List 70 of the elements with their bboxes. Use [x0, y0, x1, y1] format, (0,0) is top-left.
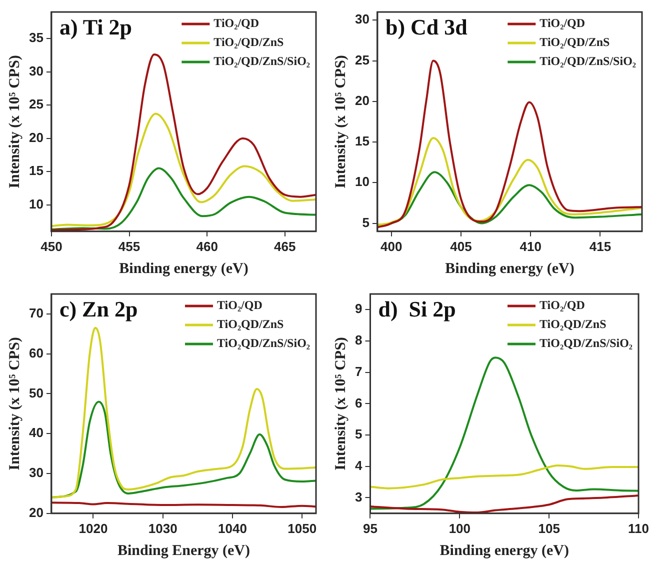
x-tick-label: 100 — [448, 520, 471, 536]
line-series — [51, 112, 316, 228]
y-axis-title: Intensity (x 10⁵ CPS) — [332, 337, 349, 470]
y-tick-label: 15 — [354, 134, 370, 149]
y-tick-label: 6 — [354, 395, 362, 410]
y-tick-label: 60 — [28, 345, 44, 360]
y-tick-label: 35 — [28, 30, 44, 46]
x-tick-label: 105 — [538, 520, 560, 536]
y-tick-label: 9 — [354, 301, 362, 316]
legend-label: TiO₂/QD — [214, 16, 260, 30]
x-tick-label: 110 — [628, 520, 650, 536]
y-tick-label: 30 — [354, 12, 370, 27]
x-tick-label: 1020 — [78, 520, 108, 536]
y-tick-label: 40 — [28, 425, 44, 440]
x-tick-label: 415 — [589, 238, 612, 254]
chart-title: d) Si 2p — [378, 296, 456, 322]
y-tick-label: 8 — [354, 332, 362, 348]
legend-label: TiO₂QD/ZnS/SiO₂ — [540, 336, 633, 350]
x-axis-title: Binding energy (eV) — [445, 260, 574, 277]
y-axis-title: Intensity (x 10⁵ CPS) — [6, 337, 23, 470]
x-tick-label: 450 — [40, 238, 62, 254]
line-series — [377, 136, 642, 226]
legend-label: TiO₂QD/ZnS — [540, 317, 607, 332]
x-tick-label: 1040 — [218, 520, 247, 536]
x-axis-title: Binding energy (eV) — [440, 542, 569, 559]
y-tick-label: 30 — [28, 465, 44, 480]
chart-title: c) Zn 2p — [59, 296, 138, 322]
y-axis-title: Intensity (x 10⁵ CPS) — [6, 55, 23, 188]
legend-label: TiO₂QD/ZnS — [216, 317, 284, 332]
y-tick-label: 7 — [354, 364, 362, 379]
legend-label: TiO₂/QD/ZnS/SiO₂ — [540, 54, 636, 68]
y-tick-label: 10 — [354, 174, 370, 190]
y-tick-label: 20 — [28, 130, 44, 145]
y-tick-label: 70 — [28, 306, 44, 321]
x-axis-title: Binding Energy (eV) — [117, 542, 250, 559]
y-tick-label: 5 — [354, 426, 362, 442]
x-tick-label: 460 — [196, 238, 218, 254]
y-tick-label: 10 — [28, 196, 44, 212]
x-tick-label: 400 — [380, 238, 402, 254]
legend-label: TiO₂/QD/ZnS/SiO₂ — [214, 54, 310, 68]
y-tick-label: 30 — [28, 63, 44, 78]
x-tick-label: 455 — [118, 238, 140, 254]
x-tick-label: 465 — [274, 238, 296, 254]
chart-title: b) Cd 3d — [385, 14, 468, 40]
x-axis-title: Binding energy (eV) — [119, 260, 248, 277]
y-tick-label: 15 — [28, 163, 44, 178]
y-tick-label: 20 — [354, 92, 370, 108]
legend-label: TiO₂/QD/ZnS — [214, 35, 284, 50]
y-tick-label: 50 — [28, 385, 44, 400]
y-tick-label: 20 — [28, 504, 44, 520]
x-tick-label: 95 — [362, 520, 378, 536]
line-series — [377, 171, 642, 226]
x-tick-label: 1050 — [288, 520, 317, 536]
line-series — [370, 356, 639, 510]
y-tick-label: 25 — [28, 96, 44, 112]
legend-label: TiO₂/QD — [540, 298, 586, 312]
y-tick-label: 4 — [354, 458, 363, 473]
line-series — [370, 464, 639, 490]
y-tick-label: 5 — [362, 214, 370, 230]
x-tick-label: 410 — [520, 238, 542, 254]
y-axis-title: Intensity (x 10⁵ CPS) — [332, 55, 349, 188]
y-tick-label: 25 — [354, 52, 370, 68]
chart-title: a) Ti 2p — [59, 14, 132, 40]
y-tick-label: 3 — [354, 489, 362, 504]
legend-label: TiO₂/QD/ZnS — [540, 35, 610, 50]
legend-label: TiO₂QD/ZnS/SiO₂ — [216, 336, 310, 350]
legend-label: TiO₂/QD — [216, 298, 263, 312]
x-tick-label: 1030 — [148, 520, 178, 536]
legend-label: TiO₂/QD — [540, 16, 586, 30]
x-tick-label: 405 — [450, 238, 472, 254]
